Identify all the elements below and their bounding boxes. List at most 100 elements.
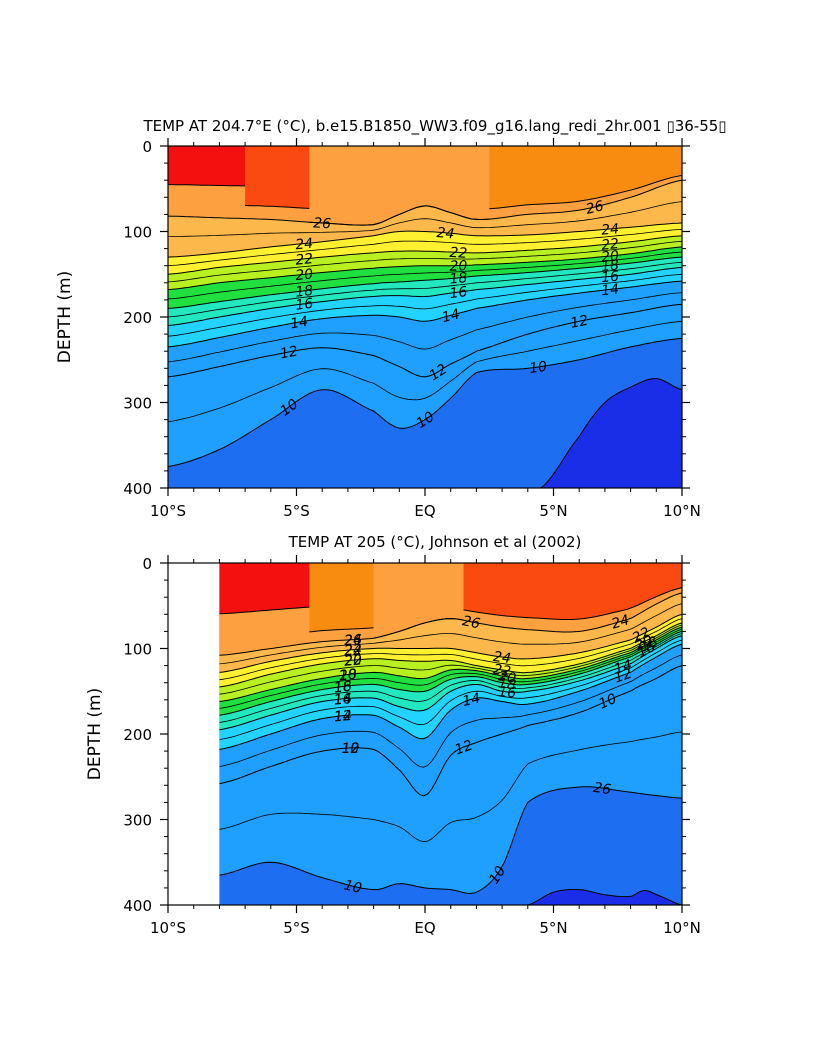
isotherm-21 [219, 624, 682, 695]
isotherm-16 [219, 635, 682, 731]
isotherm-13 [168, 292, 682, 363]
isotherm-10 [219, 786, 682, 895]
isotherm-23 [168, 229, 682, 267]
cold-pool-contour [540, 378, 682, 488]
isotherm-18 [168, 256, 682, 309]
contour-label: 20 [344, 652, 363, 669]
x-tick-label: 5°N [539, 919, 567, 937]
surface-contour [219, 606, 310, 615]
surface-contour [489, 174, 682, 210]
surface-contour [463, 587, 682, 620]
y-axis-label: DEPTH (m) [85, 688, 105, 780]
y-tick-label: 0 [142, 138, 152, 156]
contour-label: 12 [333, 708, 352, 725]
contour-label: 10 [596, 691, 619, 713]
contour-label: 22 [600, 236, 619, 254]
isotherm-24 [219, 613, 682, 673]
isotherm-22 [168, 235, 682, 275]
x-tick-label: 5°S [283, 502, 310, 520]
isotherm-13 [219, 654, 682, 768]
surface-region-27 [309, 563, 374, 632]
contour-label: 20 [338, 667, 358, 685]
contour-label: 24 [436, 225, 455, 242]
contour-label: 24 [344, 642, 363, 659]
y-tick-label: 300 [123, 812, 152, 830]
contour-label: 20 [497, 668, 517, 687]
contour-label: 14 [600, 281, 620, 299]
x-tick-label: 5°S [283, 919, 310, 937]
model-temperature-panel: 2624222018161412102624222018161412102422… [55, 117, 727, 520]
temperature-field: 2624222018161412102624222018161412102422… [219, 563, 682, 905]
observed-temperature-panel: 2624222018161412102624222018161412102422… [85, 533, 701, 937]
contour-label: 14 [440, 306, 461, 326]
contour-label: 22 [492, 662, 512, 681]
isotherm-19 [219, 628, 682, 709]
x-tick-label: EQ [414, 919, 435, 937]
surface-region-28 [463, 563, 682, 620]
isotherm-10 [168, 337, 682, 468]
isotherm-23 [219, 618, 682, 681]
x-tick-label: 10°N [663, 502, 701, 520]
surface-region-28 [245, 146, 310, 209]
contour-label: 26 [344, 632, 363, 649]
contour-label: 10 [528, 359, 548, 377]
isotherm-26 [219, 592, 682, 656]
contour-label: 18 [338, 667, 358, 685]
contour-label: 16 [498, 684, 517, 701]
contour-label: 16 [449, 284, 469, 302]
surface-region-29 [219, 563, 310, 614]
isotherm-21 [168, 240, 682, 283]
contour-label: 14 [461, 690, 482, 710]
isotherm-12 [219, 665, 682, 797]
isotherm-20 [168, 246, 682, 291]
contour-label: 24 [492, 649, 512, 667]
x-tick-label: EQ [414, 502, 435, 520]
contour-label: 16 [333, 691, 352, 708]
contour-label: 16 [600, 269, 619, 287]
contour-label: 12 [341, 741, 359, 757]
contour-label: 18 [638, 633, 661, 655]
isotherm-11 [219, 731, 682, 843]
isotherm-17 [168, 261, 682, 318]
cold-pool-contour [527, 889, 682, 905]
isotherm-19 [168, 251, 682, 300]
contour-label: 22 [344, 652, 363, 669]
isotherm-15 [168, 273, 682, 337]
y-tick-label: 400 [123, 480, 152, 498]
y-tick-label: 0 [142, 555, 152, 573]
isotherm-20 [219, 626, 682, 702]
x-tick-label: 5°N [539, 502, 567, 520]
contour-label: 26 [313, 215, 332, 232]
isotherm-16 [168, 266, 682, 327]
cold-pool [527, 889, 682, 905]
contour-label: 16 [635, 639, 658, 661]
contour-label: 22 [344, 642, 363, 659]
contour-label: 22 [295, 251, 314, 269]
isotherm-26 [168, 179, 682, 226]
contour-label: 26 [592, 780, 612, 799]
contour-label: 12 [453, 737, 475, 758]
isotherm-18 [219, 630, 682, 716]
y-tick-label: 200 [123, 726, 152, 744]
contour-label: 12 [569, 313, 590, 332]
contour-label: 16 [294, 296, 314, 314]
temperature-field: 2624222018161412102624222018161412102422… [168, 146, 682, 488]
contour-label: 20 [295, 266, 314, 284]
surface-region-26 [309, 146, 490, 226]
contour-label: 12 [612, 666, 634, 687]
contour-label: 18 [295, 283, 315, 301]
cold-pool [540, 378, 682, 488]
contour-label: 26 [584, 198, 605, 218]
isotherm-25 [219, 603, 682, 665]
contour-label: 14 [333, 691, 352, 708]
contour-label: 24 [601, 221, 620, 238]
isotherm-25 [168, 201, 682, 238]
isotherm-14 [219, 643, 682, 750]
contour-label: 20 [600, 248, 619, 266]
contour-label: 26 [461, 613, 482, 632]
surface-region-29 [168, 146, 246, 186]
x-tick-label: 10°S [150, 919, 186, 937]
contour-label: 20 [632, 632, 655, 654]
isotherm-12 [168, 303, 682, 378]
